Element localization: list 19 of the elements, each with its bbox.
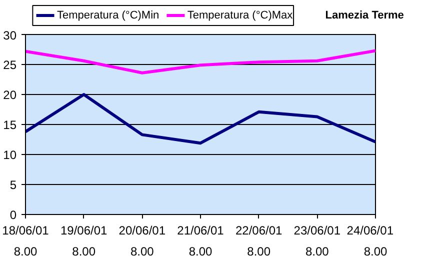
y-tick-label: 15 [3, 118, 17, 132]
category-label: 21/06/01 8.00 [177, 224, 224, 258]
category-label: 22/06/01 8.00 [235, 224, 282, 258]
y-tick-label: 25 [3, 58, 17, 72]
category-label: 19/06/01 8.00 [60, 224, 108, 258]
line-series [26, 93, 376, 145]
y-tick-label: 5 [10, 178, 17, 192]
line-series [26, 49, 376, 74]
legend-label: Temperatura (°C)Max [187, 10, 294, 22]
category-label: 23/06/01 8.00 [294, 224, 341, 258]
category-label: 24/06/01 8.00 [346, 224, 394, 258]
y-tick-label: 20 [3, 88, 17, 102]
y-tick-label: 30 [3, 28, 17, 42]
legend-label: Temperatura (°C)Min [56, 10, 160, 22]
y-tick-label: 10 [3, 148, 17, 162]
category-label: 20/06/01 8.00 [118, 224, 166, 258]
chart-title: Lamezia Terme [325, 10, 404, 22]
y-tick-label: 0 [10, 208, 17, 222]
category-label: 18/06/01 8.00 [2, 224, 49, 258]
